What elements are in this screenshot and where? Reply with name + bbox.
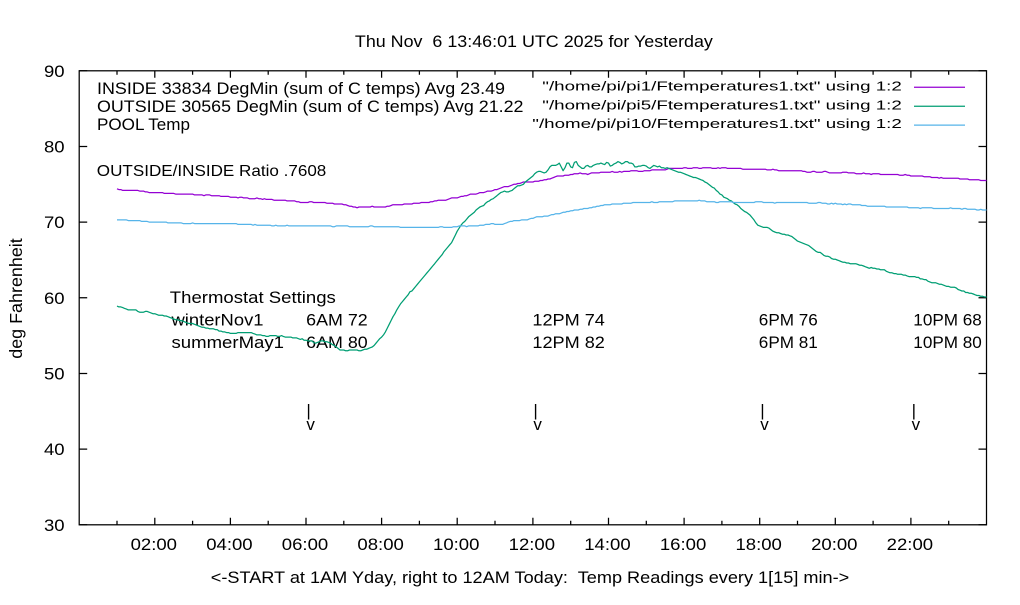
svg-text:|: | [912,401,916,420]
svg-text:30: 30 [44,516,65,535]
svg-text:12PM 82: 12PM 82 [532,333,605,352]
svg-text:06:00: 06:00 [282,535,328,554]
svg-text:6PM 76: 6PM 76 [759,311,818,330]
svg-text:<-START at 1AM Yday, right to: <-START at 1AM Yday, right to 12AM Today… [211,568,850,587]
svg-text:v: v [533,415,542,434]
svg-text:04:00: 04:00 [206,535,252,554]
svg-text:OUTSIDE 30565 DegMin (sum of C: OUTSIDE 30565 DegMin (sum of C temps) Av… [97,97,524,116]
svg-text:02:00: 02:00 [131,535,177,554]
svg-text:70: 70 [44,213,65,232]
svg-text:"/home/pi/pi5/Ftemperatures1.t: "/home/pi/pi5/Ftemperatures1.txt" using … [542,98,902,113]
svg-text:|: | [306,401,310,420]
svg-text:60: 60 [44,289,65,308]
svg-text:winterNov1: winterNov1 [170,311,263,330]
svg-text:16:00: 16:00 [660,535,706,554]
svg-text:12PM 74: 12PM 74 [532,311,605,330]
svg-text:6PM 81: 6PM 81 [759,333,818,352]
svg-text:08:00: 08:00 [357,535,403,554]
svg-text:6AM 80: 6AM 80 [306,333,368,352]
svg-text:"/home/pi/pi1/Ftemperatures1.t: "/home/pi/pi1/Ftemperatures1.txt" using … [542,79,902,94]
svg-text:v: v [306,415,315,434]
svg-text:OUTSIDE/INSIDE Ratio .7608: OUTSIDE/INSIDE Ratio .7608 [97,163,327,180]
svg-text:|: | [533,401,537,420]
svg-text:Thu Nov 6 13:46:01 UTC 2025 f: Thu Nov 6 13:46:01 UTC 2025 for Yesterda… [355,32,714,51]
svg-text:deg Fahrenheit: deg Fahrenheit [6,238,26,359]
svg-text:50: 50 [44,365,65,384]
svg-text:12:00: 12:00 [509,535,555,554]
svg-text:10:00: 10:00 [433,535,479,554]
svg-text:INSIDE 33834 DegMin (sum of C: INSIDE 33834 DegMin (sum of C temps) Avg… [97,79,505,98]
svg-text:18:00: 18:00 [735,535,781,554]
svg-text:6AM 72: 6AM 72 [306,311,368,330]
svg-text:22:00: 22:00 [887,535,933,554]
svg-text:Thermostat Settings: Thermostat Settings [170,288,336,307]
svg-text:POOL Temp: POOL Temp [97,115,190,134]
svg-text:10PM 68: 10PM 68 [913,311,982,330]
svg-text:v: v [912,415,921,434]
svg-text:14:00: 14:00 [584,535,630,554]
svg-text:|: | [760,401,764,420]
svg-text:summerMay1: summerMay1 [172,333,285,352]
svg-text:v: v [760,415,769,434]
svg-text:20:00: 20:00 [811,535,857,554]
svg-text:80: 80 [44,138,65,157]
svg-text:"/home/pi/pi10/Ftemperatures1.: "/home/pi/pi10/Ftemperatures1.txt" using… [532,116,902,131]
svg-text:90: 90 [44,62,65,81]
svg-text:40: 40 [44,440,65,459]
svg-text:10PM 80: 10PM 80 [913,333,982,352]
